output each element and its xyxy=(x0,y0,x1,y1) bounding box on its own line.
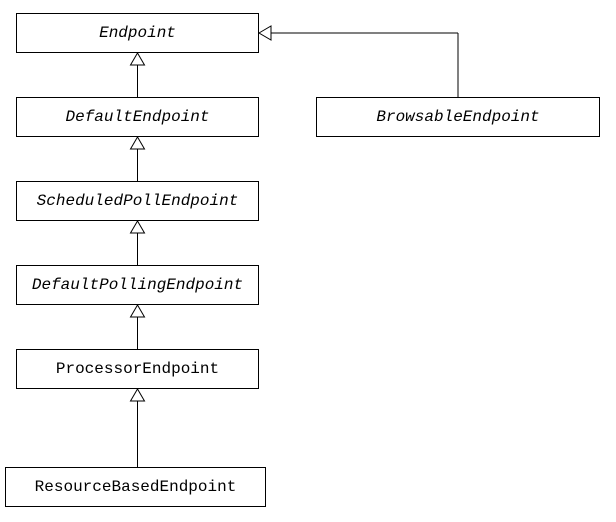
node-default-endpoint: DefaultEndpoint xyxy=(16,97,259,137)
node-label: BrowsableEndpoint xyxy=(376,108,539,126)
edge-default-endpoint-to-endpoint xyxy=(127,53,148,97)
edge-scheduled-poll-to-default-endpoint xyxy=(127,137,148,181)
node-label: ProcessorEndpoint xyxy=(56,360,219,378)
node-processor-endpoint: ProcessorEndpoint xyxy=(16,349,259,389)
node-scheduled-poll-endpoint: ScheduledPollEndpoint xyxy=(16,181,259,221)
node-default-polling-endpoint: DefaultPollingEndpoint xyxy=(16,265,259,305)
node-label: ScheduledPollEndpoint xyxy=(37,192,239,210)
node-label: ResourceBasedEndpoint xyxy=(35,478,237,496)
node-endpoint: Endpoint xyxy=(16,13,259,53)
node-label: DefaultEndpoint xyxy=(65,108,209,126)
edge-browsable-endpoint-to-endpoint xyxy=(259,26,466,101)
edge-default-polling-to-scheduled-poll xyxy=(127,221,148,265)
node-browsable-endpoint: BrowsableEndpoint xyxy=(316,97,600,137)
class-hierarchy-diagram: Endpoint DefaultEndpoint BrowsableEndpoi… xyxy=(0,0,616,522)
edge-resource-based-to-processor-endpoint xyxy=(127,389,148,467)
edge-processor-endpoint-to-default-polling xyxy=(127,305,148,349)
node-label: Endpoint xyxy=(99,24,176,42)
node-resource-based-endpoint: ResourceBasedEndpoint xyxy=(5,467,266,507)
node-label: DefaultPollingEndpoint xyxy=(32,276,243,294)
